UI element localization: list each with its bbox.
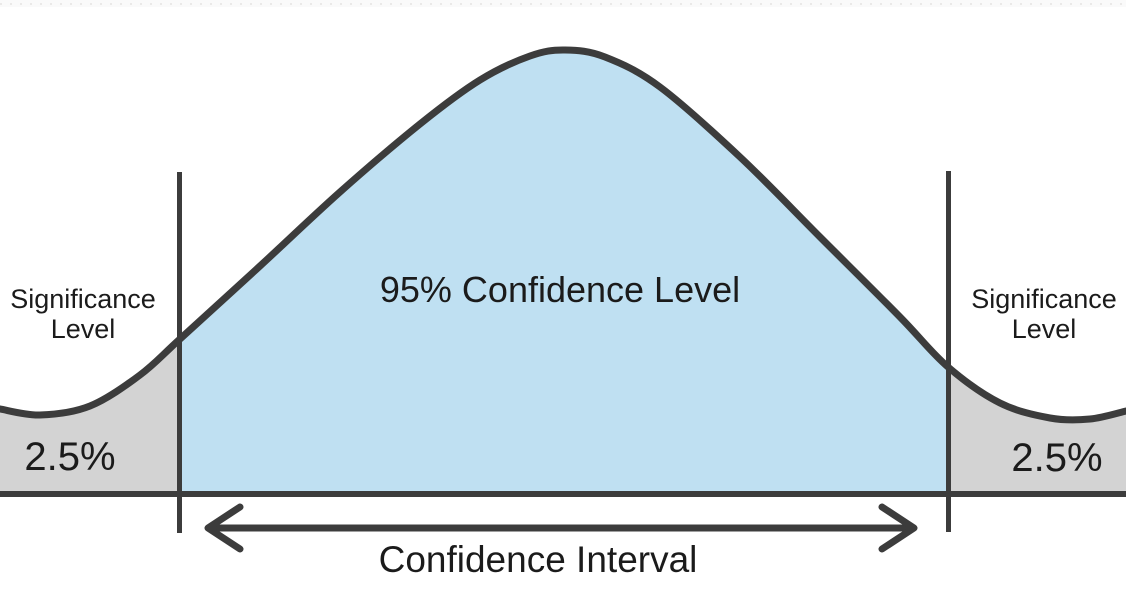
bell-curve-stroke [0,46,1126,424]
left-tail-percentage: 2.5% [24,435,115,479]
confidence-interval-label: Confidence Interval [379,539,698,580]
right-tail-percentage: 2.5% [1011,436,1102,480]
arrow-left-head-icon [204,503,244,553]
significance-label-left-line2: Level [51,314,116,344]
top-strip [0,0,1126,7]
significance-label-right-line1: Significance [971,284,1117,314]
left-significance-area [0,339,180,494]
right-significance-area [948,367,1126,494]
significance-label-left-line1: Significance [10,284,156,314]
arrow-right-head-icon [878,503,918,553]
confidence-area [180,49,948,494]
confidence-level-label: 95% Confidence Level [380,269,740,310]
significance-label-right-line2: Level [1012,314,1077,344]
confidence-interval-arrow [204,503,918,553]
